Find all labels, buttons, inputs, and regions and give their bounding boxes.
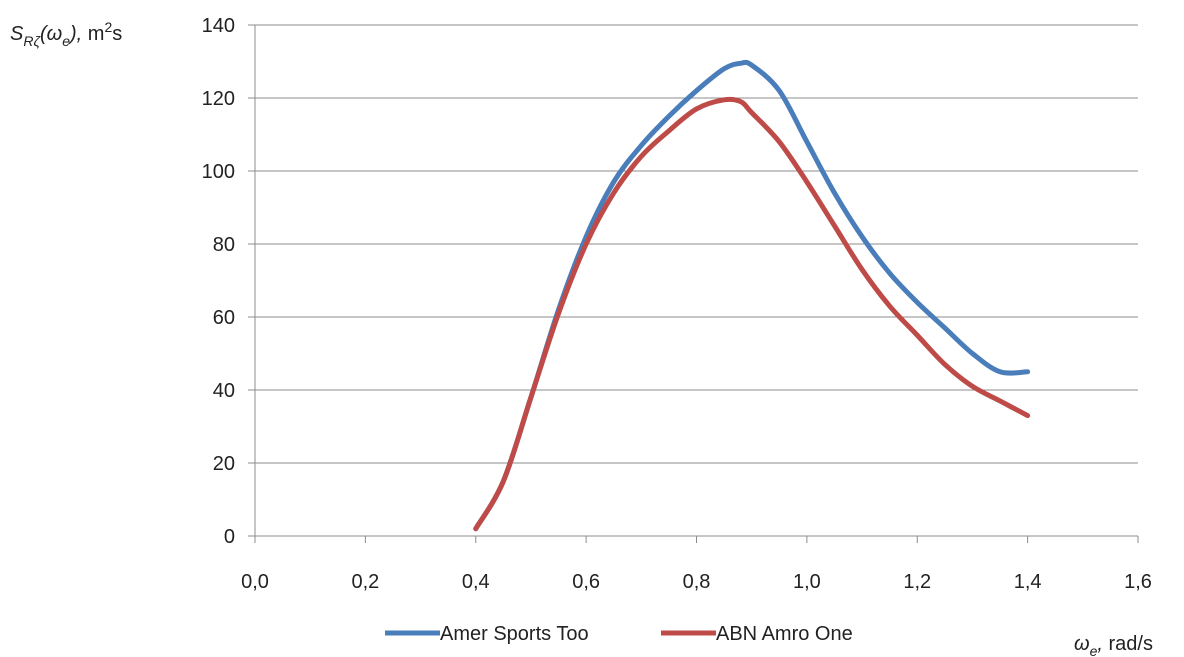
y-axis-symbol: S <box>10 23 24 45</box>
x-tick-label: 1,0 <box>793 571 821 593</box>
y-axis-unit-sup: 2 <box>104 19 112 35</box>
gridlines <box>255 24 1138 464</box>
x-tick-label: 1,4 <box>1014 571 1042 593</box>
x-tick-label: 1,6 <box>1124 571 1152 593</box>
y-tick-label: 120 <box>202 88 235 110</box>
x-tick-label: 0,4 <box>462 571 490 593</box>
y-tick-label: 80 <box>213 234 235 256</box>
y-tick-label: 40 <box>213 380 235 402</box>
x-axis-unit: rad/s <box>1103 633 1153 655</box>
y-tick-label: 0 <box>224 526 235 548</box>
x-axis-symbol: ω <box>1074 633 1090 655</box>
series-line-amer-sports-too <box>473 59 1031 532</box>
y-axis-unit-suffix: s <box>112 23 122 45</box>
legend-label-amer-sports-too: Amer Sports Too <box>440 623 589 645</box>
legend-label-abn-amro-one: ABN Amro One <box>716 623 853 645</box>
x-tick-label: 0,8 <box>683 571 711 593</box>
y-axis-arg-open: (ω <box>40 23 62 45</box>
x-tick-label: 0,2 <box>351 571 379 593</box>
y-axis-arg-sub: e <box>62 33 70 49</box>
y-tick-label: 100 <box>202 161 235 183</box>
x-axis-subscript: e <box>1090 643 1098 657</box>
legend: Amer Sports Too ABN Amro One <box>385 623 853 645</box>
x-tick-label: 0,0 <box>241 571 269 593</box>
y-axis-subscript: Rζ <box>23 33 41 49</box>
y-axis-unit-prefix: m <box>82 23 104 45</box>
y-axis-title: SRζ(ωe), m2s <box>10 19 122 49</box>
tick-labels: 0 20 40 60 80 100 120 140 0,0 0,2 0,4 0,6 0,8 1,0 1,2 1… <box>202 15 1152 593</box>
x-axis-title: ωe, rad/s <box>1074 633 1153 657</box>
x-tick-label: 0,6 <box>572 571 600 593</box>
y-tick-label: 140 <box>202 15 235 37</box>
x-tick-label: 1,2 <box>903 571 931 593</box>
plot-series <box>473 59 1031 532</box>
y-axis-arg-close: ), <box>68 23 82 45</box>
series-line-abn-amro-one <box>473 96 1031 532</box>
x-axis-comma: , <box>1097 633 1103 655</box>
y-tick-label: 20 <box>213 453 235 475</box>
axes <box>248 24 1139 543</box>
y-tick-label: 60 <box>213 307 235 329</box>
